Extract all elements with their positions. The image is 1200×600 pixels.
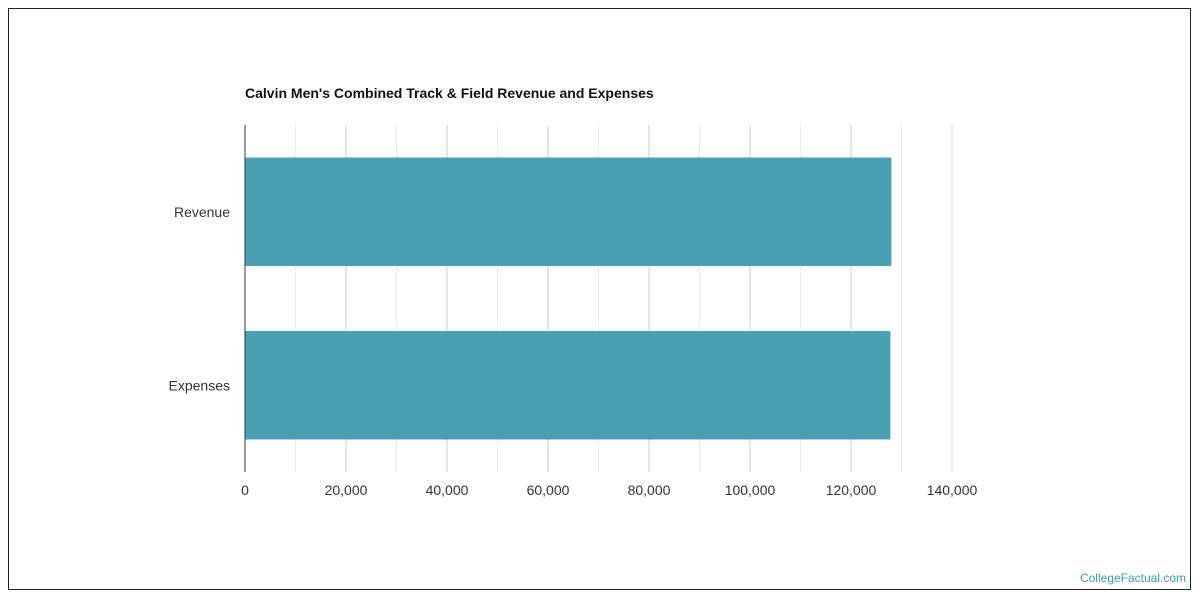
chart-title: Calvin Men's Combined Track & Field Reve… xyxy=(245,85,654,101)
bar-expenses xyxy=(245,331,891,440)
x-tick-label: 0 xyxy=(241,482,249,498)
x-tick-label: 120,000 xyxy=(826,482,877,498)
x-tick-label: 20,000 xyxy=(325,482,368,498)
bar-revenue xyxy=(245,157,892,266)
x-tick-label: 60,000 xyxy=(527,482,570,498)
x-tick-label: 140,000 xyxy=(927,482,978,498)
category-label-expenses: Expenses xyxy=(169,377,230,393)
watermark-link[interactable]: CollegeFactual.com xyxy=(1079,571,1186,585)
x-tick-label: 40,000 xyxy=(426,482,469,498)
chart-frame xyxy=(8,8,1191,590)
x-tick-label: 100,000 xyxy=(725,482,776,498)
x-tick-label: 80,000 xyxy=(628,482,671,498)
category-label-revenue: Revenue xyxy=(174,204,230,220)
